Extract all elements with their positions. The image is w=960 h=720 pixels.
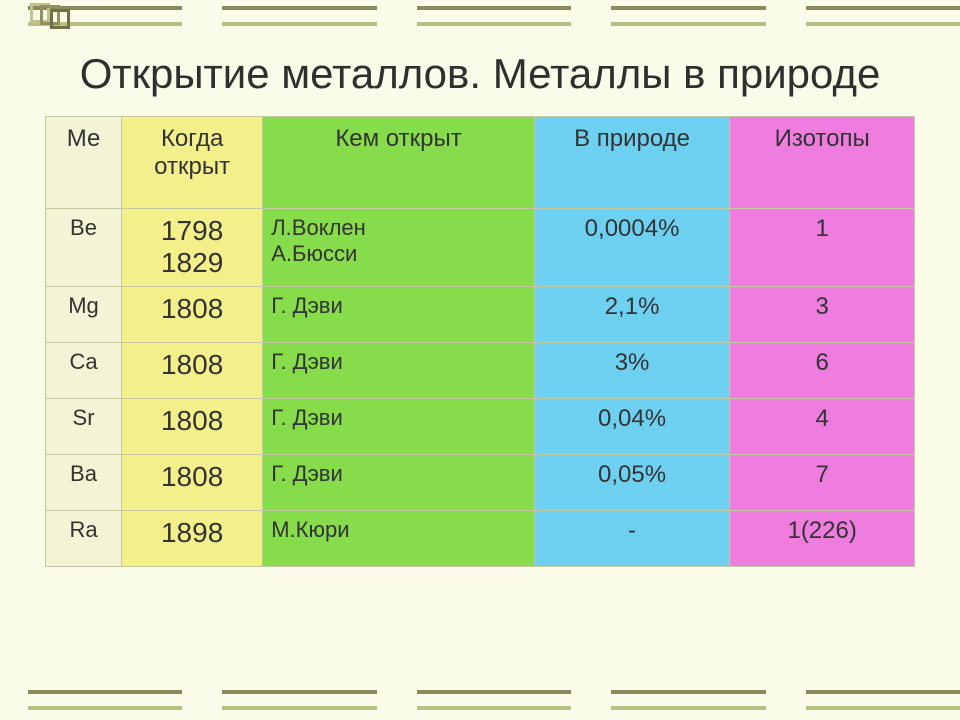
cell-nat: 0,04%: [534, 399, 730, 455]
col-header-yr: Когда открыт: [122, 117, 263, 209]
table-row: Mg1808Г. Дэви2,1%3: [46, 287, 915, 343]
slide-title: Открытие металлов. Металлы в природе: [40, 50, 920, 98]
cell-iso: 1(226): [730, 511, 915, 567]
stripe: [417, 6, 571, 26]
table-row: Be17981829Л.ВокленА.Бюсси0,0004%1: [46, 209, 915, 287]
cell-me: Ba: [46, 455, 122, 511]
cell-iso: 3: [730, 287, 915, 343]
cell-who: Г. Дэви: [263, 455, 535, 511]
cell-who: Л.ВокленА.Бюсси: [263, 209, 535, 287]
table-row: Ra1898М.Кюри-1(226): [46, 511, 915, 567]
cell-me: Mg: [46, 287, 122, 343]
cell-who: М.Кюри: [263, 511, 535, 567]
cell-me: Be: [46, 209, 122, 287]
table-body: Be17981829Л.ВокленА.Бюсси0,0004%1Mg1808Г…: [46, 209, 915, 567]
stripe: [806, 6, 960, 26]
cell-who: Г. Дэви: [263, 399, 535, 455]
cell-iso: 6: [730, 343, 915, 399]
top-stripes: [0, 6, 960, 26]
cell-yr: 1808: [122, 455, 263, 511]
cell-yr: 1808: [122, 287, 263, 343]
square-icon: [50, 9, 70, 29]
cell-yr: 1808: [122, 399, 263, 455]
cell-who: Г. Дэви: [263, 343, 535, 399]
col-header-iso: Изотопы: [730, 117, 915, 209]
metals-table: МеКогда открытКем открытВ природеИзотопы…: [45, 116, 915, 567]
table-header-row: МеКогда открытКем открытВ природеИзотопы: [46, 117, 915, 209]
slide-body: Открытие металлов. Металлы в природе МеК…: [0, 32, 960, 688]
cell-iso: 7: [730, 455, 915, 511]
cell-who: Г. Дэви: [263, 287, 535, 343]
cell-yr: 1898: [122, 511, 263, 567]
stripe: [222, 6, 376, 26]
table-row: Sr1808Г. Дэви0,04%4: [46, 399, 915, 455]
col-header-nat: В природе: [534, 117, 730, 209]
bottom-stripes: [0, 690, 960, 710]
stripe: [806, 690, 960, 710]
cell-nat: 3%: [534, 343, 730, 399]
stripe: [222, 690, 376, 710]
stripe: [611, 690, 765, 710]
cell-iso: 1: [730, 209, 915, 287]
stripe: [611, 6, 765, 26]
cell-me: Ra: [46, 511, 122, 567]
col-header-me: Ме: [46, 117, 122, 209]
cell-me: Ca: [46, 343, 122, 399]
cell-nat: 0,05%: [534, 455, 730, 511]
cell-yr: 1808: [122, 343, 263, 399]
table-row: Ba1808Г. Дэви0,05%7: [46, 455, 915, 511]
cell-nat: 2,1%: [534, 287, 730, 343]
table-row: Ca1808Г. Дэви3%6: [46, 343, 915, 399]
col-header-who: Кем открыт: [263, 117, 535, 209]
cell-yr: 17981829: [122, 209, 263, 287]
cell-iso: 4: [730, 399, 915, 455]
cell-nat: -: [534, 511, 730, 567]
cell-nat: 0,0004%: [534, 209, 730, 287]
cell-me: Sr: [46, 399, 122, 455]
stripe: [417, 690, 571, 710]
stripe: [28, 690, 182, 710]
